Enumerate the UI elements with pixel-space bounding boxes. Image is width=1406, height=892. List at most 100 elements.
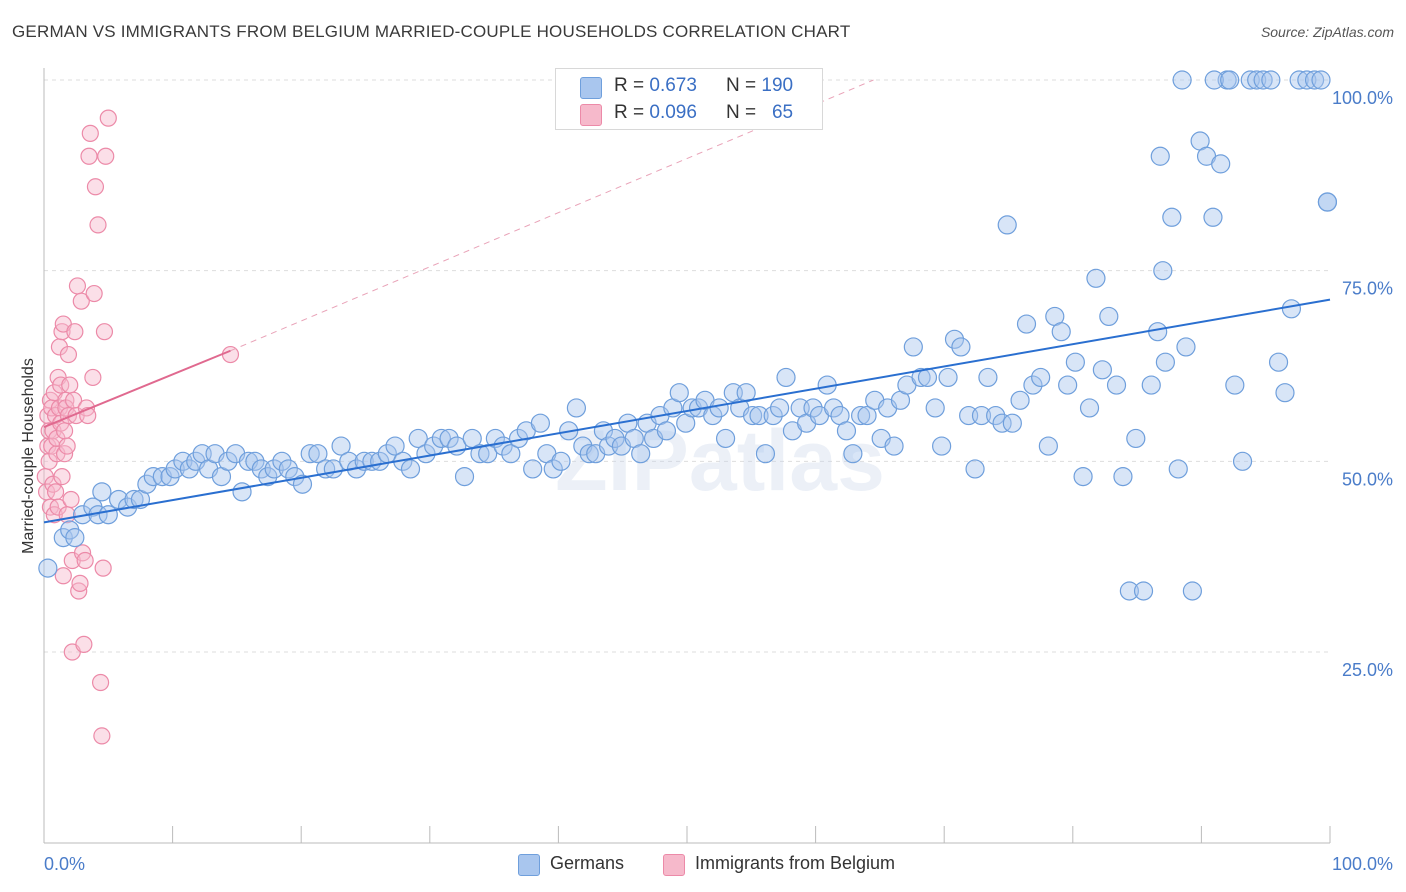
data-point-belgium (71, 574, 89, 592)
data-point-germans (245, 451, 265, 471)
data-point-belgium (89, 216, 107, 234)
data-point-germans (1092, 360, 1112, 380)
data-point-belgium (46, 483, 65, 501)
legend-swatch-pink (663, 854, 685, 876)
data-point-germans (1099, 306, 1119, 327)
legend-r: R = 0.673 (614, 75, 697, 96)
data-point-germans (1211, 154, 1231, 174)
data-point-belgium (59, 345, 78, 364)
data-point-belgium (99, 109, 117, 127)
data-point-belgium (97, 147, 115, 165)
data-point-germans (997, 215, 1017, 235)
data-point-belgium (55, 422, 74, 440)
data-point-belgium (52, 376, 70, 394)
data-point-germans (1225, 375, 1245, 395)
data-point-germans (749, 405, 769, 426)
data-point-germans (543, 459, 563, 479)
data-point-germans (278, 459, 298, 479)
data-point-germans (1141, 375, 1161, 395)
trend-line-germans (43, 298, 1331, 524)
data-point-germans (1086, 268, 1106, 288)
data-point-germans (925, 398, 945, 418)
data-point-germans (1232, 451, 1253, 471)
data-point-belgium (76, 551, 94, 570)
data-point-belgium (81, 124, 99, 142)
data-point-germans (1133, 581, 1154, 601)
data-point-germans (742, 405, 763, 426)
data-point-belgium (84, 368, 102, 387)
data-point-germans (308, 444, 328, 464)
data-point-germans (385, 436, 405, 456)
legend-row-belgium: R = 0.096 N = 65 (556, 102, 822, 128)
data-point-belgium (53, 467, 71, 486)
source-label: Source: ZipAtlas.com (1260, 24, 1394, 40)
data-point-germans (911, 367, 931, 388)
data-point-germans (944, 329, 965, 349)
data-point-belgium (94, 559, 112, 577)
data-point-belgium (93, 727, 111, 745)
legend-n: N = 65 (726, 102, 794, 123)
data-point-germans (124, 489, 144, 510)
data-point-germans (300, 444, 320, 464)
data-point-germans (1155, 352, 1175, 372)
legend-row-germans: R = 0.673 N = 190 (556, 75, 822, 101)
data-point-germans (137, 474, 157, 494)
data-point-germans (763, 405, 783, 426)
data-point-belgium (86, 178, 105, 196)
stats-legend: R = 0.673 N = 190 R = 0.096 N = 65 (555, 68, 823, 130)
gridlines (44, 79, 1330, 653)
data-point-germans (836, 421, 857, 441)
data-point-germans (408, 428, 428, 449)
legend-label-belgium: Immigrants from Belgium (695, 853, 896, 873)
data-point-germans (986, 405, 1006, 426)
tick-labels: 25.0% 50.0% 75.0% 100.0% 0.0% 100.0% (44, 88, 1393, 874)
data-point-belgium (68, 277, 87, 295)
data-point-germans (218, 451, 238, 471)
data-point-germans (715, 428, 736, 449)
data-point-germans (1311, 70, 1331, 90)
data-point-germans (53, 528, 73, 548)
data-point-germans (1119, 581, 1139, 601)
legend-swatch-blue (518, 854, 540, 876)
data-point-germans (179, 459, 199, 479)
data-point-germans (272, 451, 292, 471)
data-point-germans (1281, 299, 1302, 319)
data-point-germans (1106, 375, 1127, 395)
data-point-belgium (66, 323, 84, 341)
data-point-germans (938, 367, 958, 388)
data-point-germans (1051, 322, 1071, 342)
data-point-belgium (54, 567, 72, 585)
series-germans-points (38, 70, 1338, 601)
data-point-germans (551, 451, 571, 471)
data-point-germans (1150, 146, 1170, 166)
data-point-germans (1016, 314, 1037, 334)
data-point-belgium (58, 437, 76, 455)
data-point-germans (439, 428, 459, 449)
data-point-germans (454, 466, 475, 487)
data-point-belgium (91, 673, 110, 692)
data-point-germans (978, 367, 998, 388)
data-point-belgium (61, 376, 79, 394)
data-point-germans (501, 444, 521, 464)
legend-label-germans: Germans (550, 853, 625, 873)
data-point-germans (400, 459, 421, 479)
data-point-belgium (221, 345, 240, 364)
data-point-belgium (72, 292, 90, 310)
y-tick-label: 100.0% (1332, 88, 1393, 108)
data-point-germans (851, 405, 871, 426)
data-point-germans (1010, 390, 1030, 410)
x-tick-label: 0.0% (44, 854, 85, 874)
data-point-germans (857, 405, 877, 426)
data-point-germans (965, 459, 985, 479)
data-point-germans (776, 367, 796, 388)
data-point-belgium (85, 284, 103, 303)
watermark: ZIPatlas (555, 413, 885, 509)
data-point-germans (1172, 70, 1192, 90)
data-point-germans (803, 398, 823, 418)
legend-n: N = 190 (726, 75, 794, 96)
data-point-germans (951, 337, 971, 357)
data-point-germans (1268, 352, 1289, 372)
data-point-germans (431, 428, 451, 449)
data-point-germans (1204, 70, 1224, 90)
data-point-germans (1162, 207, 1182, 227)
